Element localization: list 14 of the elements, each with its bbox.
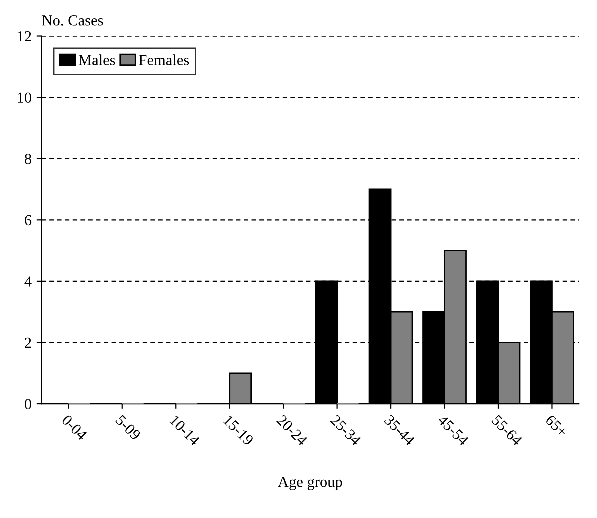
x-tick-label: 5-09 [115, 414, 142, 441]
x-tick-label: 65+ [545, 414, 568, 438]
y-tick-label: 0 [25, 399, 32, 410]
y-axis-title: No. Cases [42, 16, 104, 26]
legend-label: Males [78, 54, 116, 66]
y-tick-label: 4 [24, 276, 32, 287]
y-tick-label: 12 [18, 31, 32, 42]
legend-label: Females [139, 54, 190, 66]
y-tick-label: 6 [25, 215, 32, 226]
y-tick-label: 8 [25, 154, 32, 164]
y-tick-label: 2 [25, 338, 32, 348]
x-axis-title: Age group [278, 477, 342, 490]
y-tick-label: 10 [18, 92, 32, 104]
x-tick-label: 0-04 [61, 414, 88, 441]
